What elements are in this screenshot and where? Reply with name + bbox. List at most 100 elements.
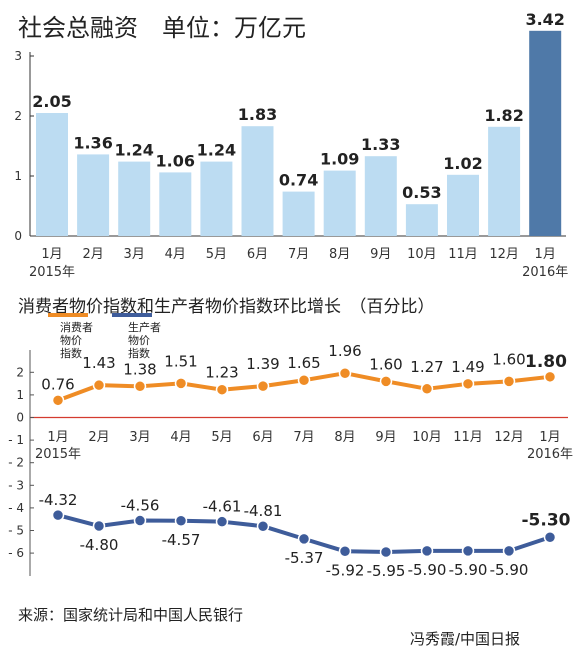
ppi-legend-label-1: 生产者 <box>128 321 161 334</box>
ppi-value-label: -4.57 <box>162 531 201 549</box>
bar-x-tick-label: 8月 <box>329 247 350 262</box>
bar-year-label: 2016年 <box>522 265 568 280</box>
bar-x-tick-label: 1月 <box>41 247 62 262</box>
cpi-point <box>461 377 475 391</box>
cpi-value-label: 0.76 <box>41 375 74 393</box>
line-x-tick-label: 3月 <box>129 430 150 445</box>
bar <box>529 30 562 236</box>
bar-y-tick-label: 3 <box>14 49 22 63</box>
cpi-value-label: 1.60 <box>369 355 402 373</box>
line-x-tick-label: 10月 <box>412 430 442 445</box>
bar-y-tick-label: 1 <box>14 169 22 183</box>
cpi-point <box>379 375 393 388</box>
ppi-value-label: -5.90 <box>449 561 488 579</box>
ppi-value-label: -4.80 <box>80 536 119 554</box>
bar <box>159 172 192 236</box>
bar-x-tick-label: 2月 <box>82 247 103 262</box>
bar <box>488 126 521 236</box>
cpi-value-label: 1.23 <box>205 364 238 382</box>
line-x-tick-label: 9月 <box>375 430 396 445</box>
cpi-value-label: 1.51 <box>164 352 197 370</box>
bar-value-label: 3.42 <box>525 10 564 29</box>
ppi-point <box>133 514 147 527</box>
bar-chart-title: 社会总融资 单位：万亿元 <box>18 14 306 42</box>
cpi-point <box>92 378 106 392</box>
bar-value-label: 1.24 <box>197 141 236 160</box>
bar <box>447 174 479 236</box>
line-x-tick-label: 6月 <box>252 430 273 445</box>
cpi-value-label: 1.43 <box>82 354 115 372</box>
cpi-legend: 消费者 物价 指数 <box>60 321 100 360</box>
ppi-point <box>338 545 352 558</box>
line-y-tick-label: - 5 <box>8 524 24 538</box>
cpi-value-label: 1.49 <box>451 358 484 376</box>
line-x-tick-label: 2月 <box>88 430 109 445</box>
ppi-value-label: -5.30 <box>522 510 571 530</box>
cpi-point <box>133 380 147 393</box>
ppi-value-label: -4.56 <box>121 497 160 515</box>
line-y-tick-label: - 4 <box>8 501 24 515</box>
line-x-tick-label: 11月 <box>453 430 483 445</box>
ppi-value-label: -4.61 <box>203 498 242 516</box>
bar-x-tick-label: 9月 <box>370 247 391 262</box>
bar-x-tick-label: 4月 <box>165 247 186 262</box>
cpi-point <box>256 379 270 393</box>
ppi-point <box>297 532 311 546</box>
ppi-value-label: -5.37 <box>285 549 324 567</box>
cpi-point <box>543 370 557 384</box>
ppi-point <box>215 515 229 528</box>
line-y-tick-label: - 1 <box>8 433 24 447</box>
ppi-value-label: -4.32 <box>39 491 78 509</box>
bar-chart: 0 1 2 3 2.05 1月 1.36 2月 1.24 3月 1.06 4月 1.24 5月 1.83 6月… <box>14 10 568 280</box>
cpi-legend-label-1: 消费者 <box>60 321 93 334</box>
cpi-value-label: 1.80 <box>525 352 567 372</box>
bar <box>282 191 315 236</box>
bar-value-label: 1.24 <box>114 141 153 160</box>
bar-x-tick-label: 12月 <box>489 247 519 262</box>
bar-value-label: 1.06 <box>156 151 195 170</box>
bar-year-label: 2015年 <box>29 265 75 280</box>
line-chart-title: 消费者物价指数和生产者物价指数环比增长 （百分比） <box>18 297 435 317</box>
cpi-legend-label-2: 物价 <box>60 334 82 347</box>
bar <box>200 161 233 236</box>
line-y-tick-label: - 6 <box>8 546 24 560</box>
cpi-point <box>215 383 229 396</box>
bar-value-label: 0.53 <box>402 183 441 202</box>
line-x-tick-label: 4月 <box>170 430 191 445</box>
bar-x-tick-label: 11月 <box>448 247 478 262</box>
cpi-value-label: 1.38 <box>123 360 156 378</box>
cpi-value-label: 1.60 <box>492 350 525 368</box>
bar-y-tick-label: 0 <box>14 229 22 243</box>
line-x-tick-label: 1月 <box>47 430 68 445</box>
line-x-tick-label: 5月 <box>211 430 232 445</box>
bar-value-label: 0.74 <box>279 171 318 190</box>
bar-value-label: 1.09 <box>320 150 359 169</box>
bar-x-tick-label: 6月 <box>247 247 268 262</box>
line-chart: 2 1 0 - 1 - 2 - 3 - 4 - 5 - 6 1月 2月 3月 4月 5月 6月 7月 8月 9月 1… <box>8 313 573 580</box>
bar <box>241 126 274 236</box>
bar <box>118 161 151 236</box>
bar <box>323 170 356 236</box>
bar-x-tick-label: 3月 <box>124 247 145 262</box>
line-y-tick-label: 2 <box>16 365 24 379</box>
cpi-legend-label-3: 指数 <box>60 347 82 360</box>
credit-note: 冯秀霞/中国日报 <box>410 630 521 648</box>
bar-y-tick-label: 2 <box>14 109 22 123</box>
ppi-point <box>51 508 65 522</box>
bar-x-tick-label: 5月 <box>206 247 227 262</box>
bar-value-label: 1.36 <box>73 133 112 152</box>
bar-value-label: 2.05 <box>32 92 71 111</box>
ppi-legend-label-2: 物价 <box>128 334 150 347</box>
ppi-point <box>92 519 106 533</box>
line-x-tick-label: 12月 <box>494 430 524 445</box>
bar-x-tick-label: 7月 <box>288 247 309 262</box>
ppi-point <box>543 531 557 544</box>
cpi-point <box>338 366 352 380</box>
ppi-legend-label-3: 指数 <box>128 347 150 360</box>
cpi-point <box>502 375 516 388</box>
cpi-value-label: 1.27 <box>410 358 443 376</box>
ppi-point <box>174 514 188 528</box>
bar <box>77 154 110 236</box>
cpi-value-label: 1.96 <box>328 342 361 360</box>
ppi-point <box>256 519 270 533</box>
